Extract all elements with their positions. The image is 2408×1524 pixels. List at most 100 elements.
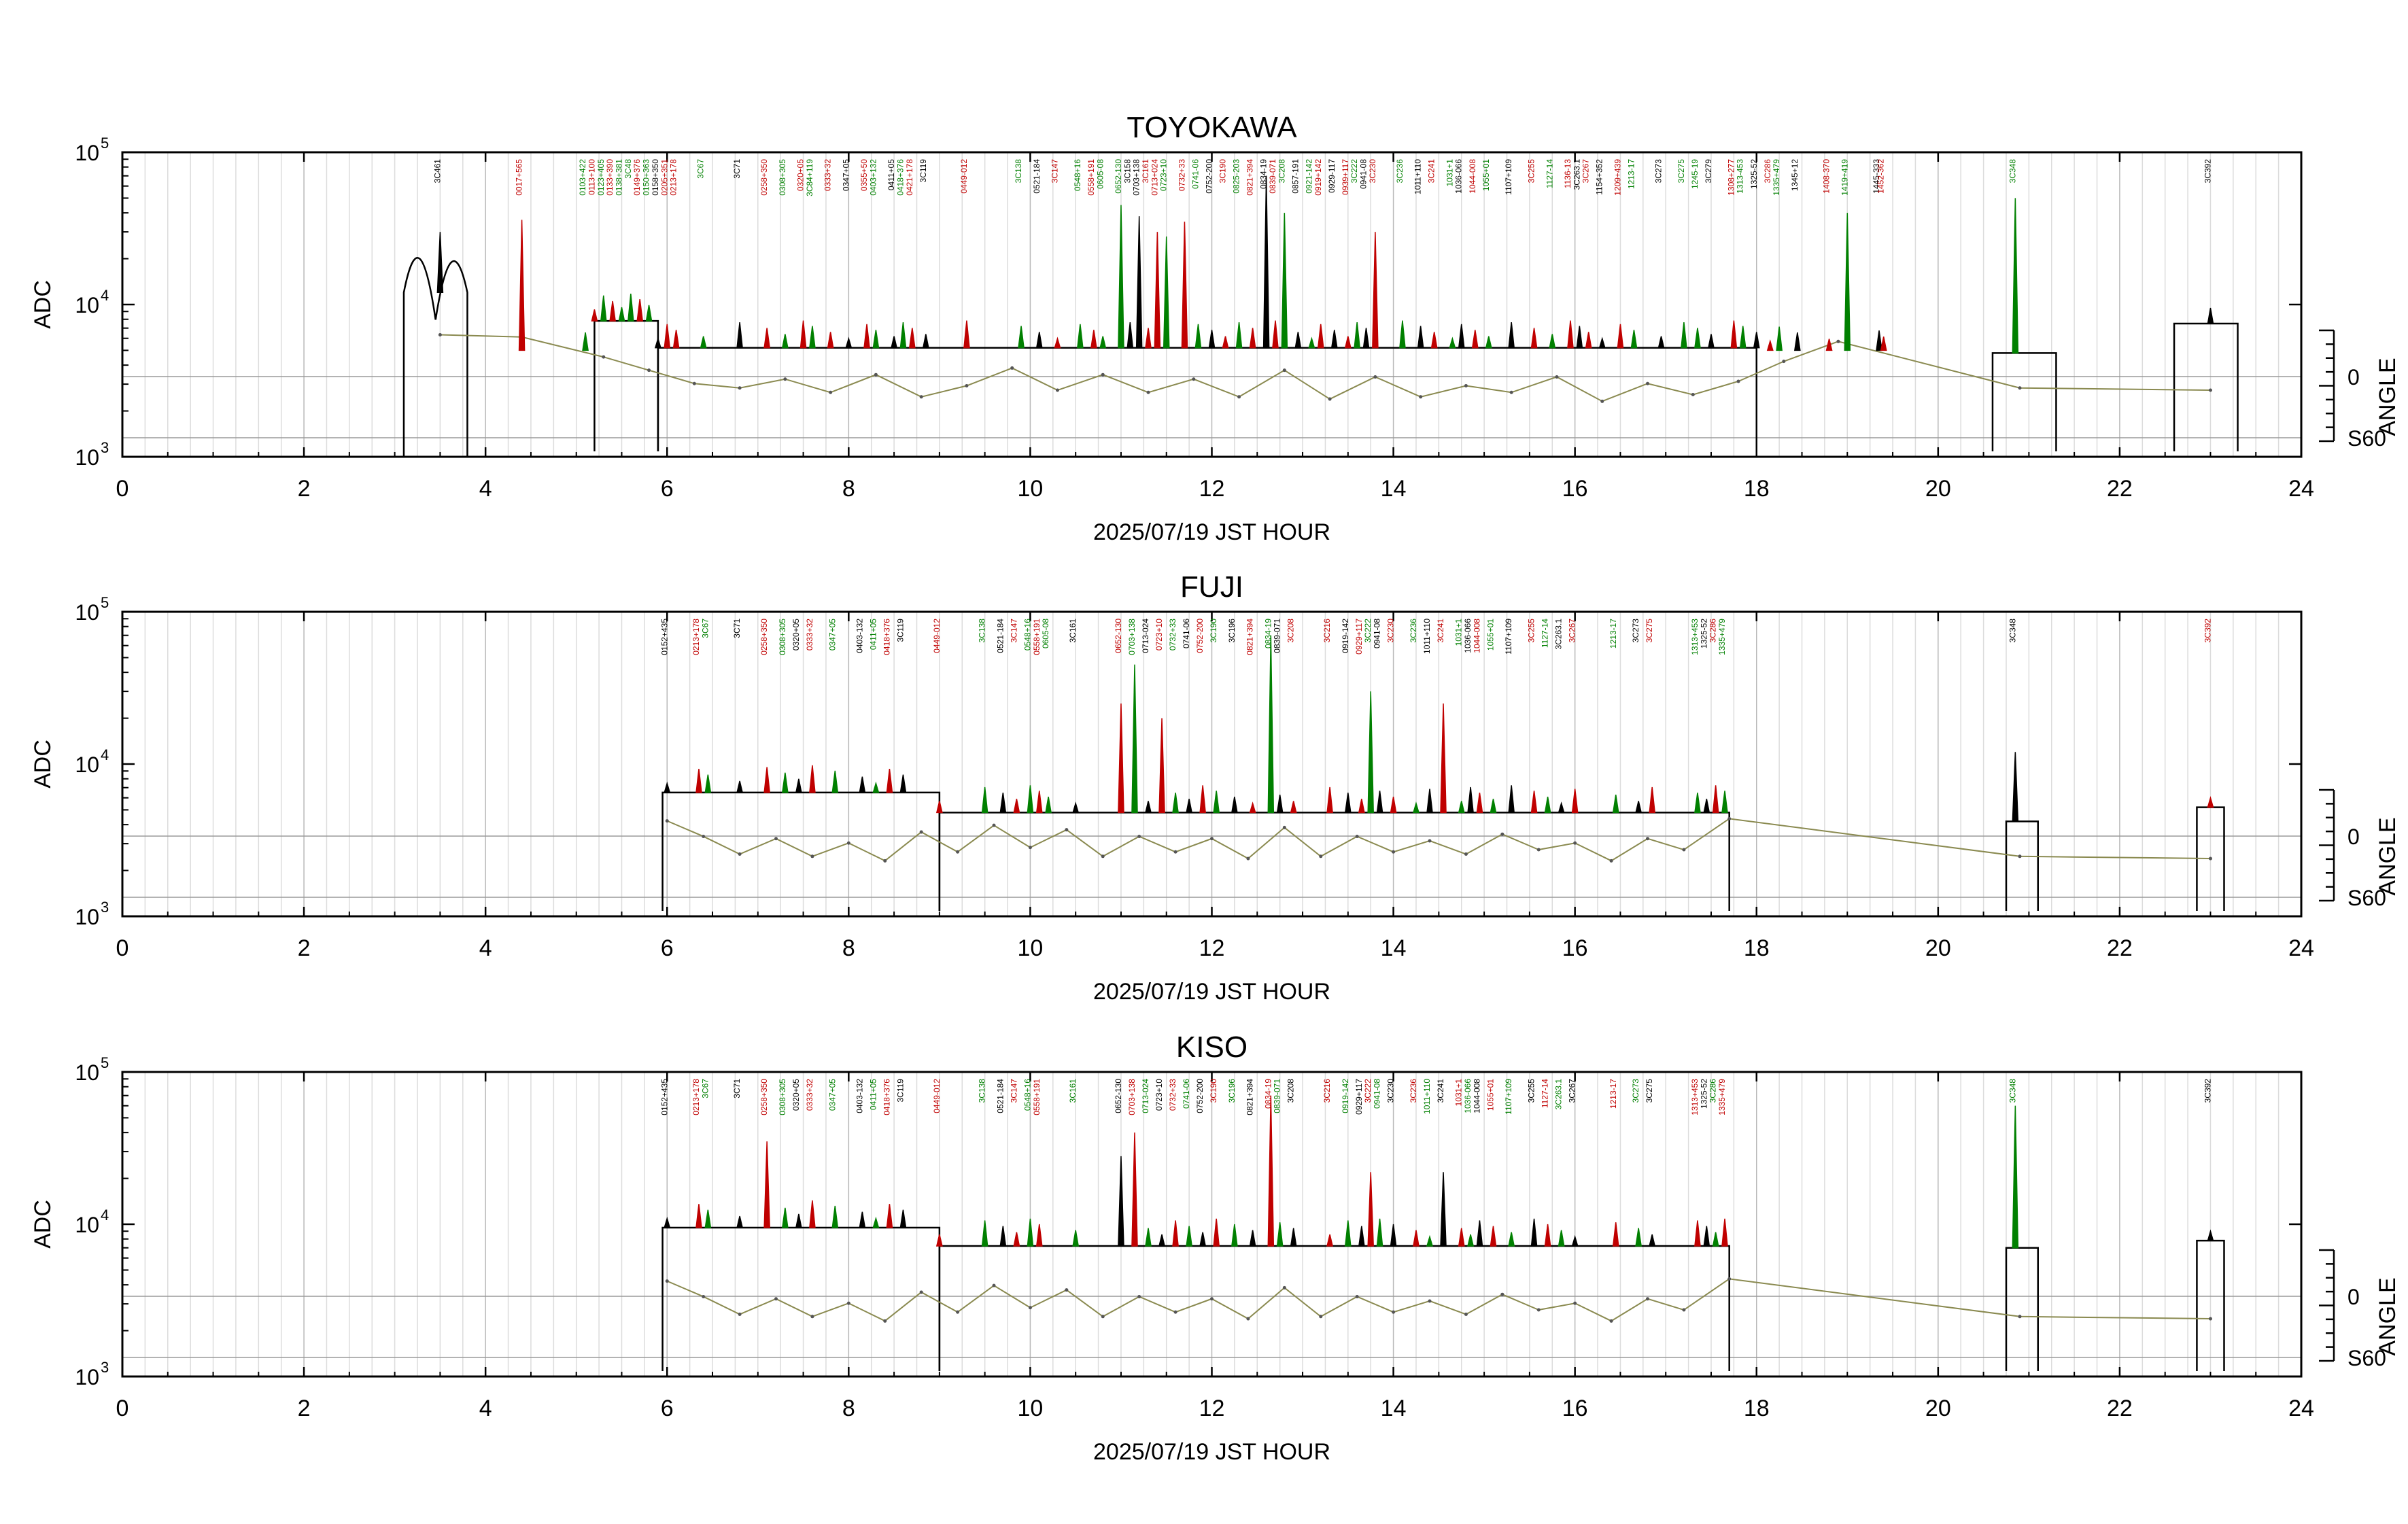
source-label: 0732+33: [1168, 1079, 1177, 1111]
source-label: 1452-362: [1876, 159, 1886, 194]
source-peak: [859, 776, 866, 793]
angle-point: [874, 373, 878, 377]
source-peak: [627, 294, 634, 322]
angle-point: [1137, 1294, 1141, 1298]
source-peak: [695, 1204, 702, 1228]
source-peak: [1703, 1226, 1710, 1247]
x-tick-label: 6: [661, 935, 674, 961]
source-label: 3C255: [1527, 159, 1536, 184]
source-peak: [1072, 1230, 1080, 1247]
source-peak: [1045, 797, 1052, 814]
source-label: 0138+381: [614, 159, 623, 196]
source-label: 0347+05: [841, 159, 850, 191]
source-label: 3C273: [1631, 1079, 1640, 1103]
source-peak: [1317, 324, 1324, 349]
source-peak: [1308, 336, 1315, 349]
source-peak: [1367, 1172, 1374, 1247]
source-peak: [1825, 339, 1833, 351]
source-label: 3C230: [1386, 619, 1396, 643]
source-peak: [2207, 1229, 2214, 1241]
adc-trace: [594, 319, 659, 451]
source-peak: [863, 324, 870, 349]
source-label: 0741-06: [1190, 159, 1200, 189]
source-peak: [1376, 1218, 1383, 1247]
source-peak: [1354, 322, 1361, 349]
source-peak: [1530, 791, 1538, 814]
source-peak: [872, 1216, 880, 1228]
source-peak: [781, 772, 789, 793]
source-label: 0825-203: [1232, 159, 1241, 194]
source-peak: [1077, 324, 1084, 349]
source-label: 3C161: [1068, 1079, 1078, 1103]
angle-point: [1319, 854, 1323, 859]
source-label: 0652-130: [1114, 619, 1123, 653]
source-peak: [1231, 1224, 1238, 1247]
source-peak: [1344, 1220, 1352, 1247]
source-peak: [1490, 1226, 1497, 1247]
angle-point: [438, 333, 442, 337]
source-label: 1055+01: [1485, 619, 1495, 651]
source-label: 0929+117: [1354, 1079, 1364, 1115]
source-peak: [963, 320, 970, 349]
source-label: 3C241: [1436, 1079, 1445, 1103]
source-label: 3C263.1: [1572, 159, 1581, 190]
source-peak: [2207, 307, 2214, 324]
adc-trace: [2005, 820, 2039, 911]
source-label: 0939+117: [1341, 159, 1350, 195]
source-peak: [1118, 703, 1124, 814]
source-peak: [1013, 1232, 1020, 1247]
source-label: 0652-130: [1114, 159, 1123, 194]
source-label: 0320+05: [791, 619, 801, 651]
source-peak: [1272, 320, 1279, 349]
adc-trace: [1991, 352, 2057, 451]
source-peak: [1508, 322, 1515, 349]
adc-trace: [2173, 322, 2239, 451]
source-label: 0320+05: [791, 1079, 801, 1111]
source-peak: [872, 330, 880, 349]
source-peak: [1576, 326, 1583, 349]
source-peak: [1376, 791, 1383, 814]
angle-point: [1192, 377, 1196, 381]
source-label: 1011+110: [1422, 619, 1432, 654]
angle-point: [1509, 390, 1513, 394]
angle-point: [2208, 1317, 2212, 1321]
angle-point: [1246, 856, 1250, 861]
source-label: 0548+16: [1022, 619, 1032, 651]
source-peak: [1358, 799, 1365, 814]
angle-point: [992, 1283, 996, 1287]
source-peak: [1476, 793, 1483, 814]
source-peak: [1649, 1234, 1656, 1247]
angle-point: [919, 1290, 923, 1294]
source-label: 1044-008: [1472, 1079, 1481, 1113]
source-peak: [1158, 718, 1165, 814]
source-label: 3C190: [1209, 1079, 1218, 1103]
source-peak: [1399, 320, 1406, 349]
angle-point: [1727, 816, 1732, 820]
source-peak: [1739, 326, 1747, 349]
source-label: 0421+178: [905, 159, 914, 196]
source-label: 0652-130: [1114, 1079, 1123, 1113]
source-label: 1127-14: [1541, 1079, 1550, 1108]
angle-point: [1392, 850, 1396, 854]
source-label: 0919+142: [1313, 159, 1323, 196]
source-peak: [1549, 334, 1556, 349]
angle-point: [2208, 856, 2212, 861]
source-peak: [1013, 799, 1020, 814]
angle-point: [1464, 384, 1468, 387]
source-label: 0205+351: [659, 159, 669, 196]
source-label: 3C147: [1009, 619, 1018, 643]
x-tick-label: 12: [1199, 476, 1225, 502]
source-peak: [1508, 1232, 1515, 1247]
source-peak: [1530, 1218, 1538, 1247]
source-peak: [1035, 791, 1043, 814]
source-peak: [999, 793, 1007, 814]
angle-point: [1282, 825, 1286, 829]
source-label: 0411+05: [868, 619, 878, 650]
angle-point: [2018, 1315, 2022, 1319]
source-peak: [809, 765, 816, 793]
source-label: 0941-08: [1359, 159, 1369, 189]
source-peak: [645, 305, 653, 322]
